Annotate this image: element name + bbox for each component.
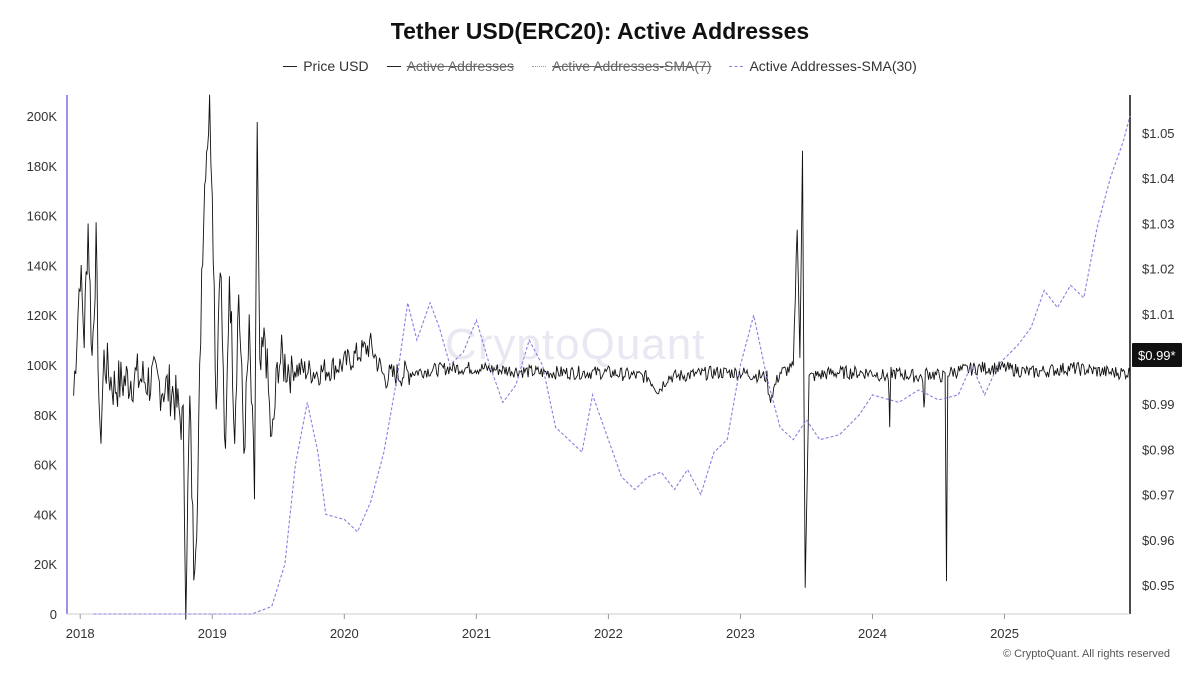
y-right-tick-label: $0.95 <box>1142 578 1175 593</box>
y-left-tick-label: 120K <box>27 308 58 323</box>
legend-swatch-solid <box>386 65 401 67</box>
legend-item-active-addresses[interactable]: Active Addresses <box>386 58 514 74</box>
y-left-tick-label: 20K <box>34 557 57 572</box>
legend-label: Active Addresses-SMA(30) <box>749 58 917 74</box>
y-left-tick-label: 200K <box>27 109 58 124</box>
price-series-line <box>73 94 1131 620</box>
y-left-tick-label: 60K <box>34 458 57 473</box>
y-left-tick-label: 160K <box>27 209 58 224</box>
x-tick-label: 2019 <box>198 626 227 641</box>
legend-swatch-dotted <box>531 65 546 67</box>
copyright-notice: © CryptoQuant. All rights reserved <box>1002 648 1170 660</box>
x-tick-label: 2022 <box>594 626 623 641</box>
legend-swatch-dashed <box>729 65 744 67</box>
x-tick-label: 2024 <box>858 626 887 641</box>
y-right-tick-label: $1.03 <box>1142 216 1175 231</box>
y-right-tick-label: $0.96 <box>1142 533 1175 548</box>
x-tick-label: 2025 <box>990 626 1019 641</box>
y-right-tick-label: $1.04 <box>1142 171 1175 186</box>
legend-item-sma7[interactable]: Active Addresses-SMA(7) <box>531 58 712 74</box>
legend-item-sma30[interactable]: Active Addresses-SMA(30) <box>729 58 917 74</box>
current-price-badge <box>1132 343 1182 367</box>
x-tick-label: 2023 <box>726 626 755 641</box>
legend: Price USD Active Addresses Active Addres… <box>0 58 1200 74</box>
chart-title: Tether USD(ERC20): Active Addresses <box>390 18 810 44</box>
x-tick-label: 2021 <box>462 626 491 641</box>
y-right-tick-label: $1.05 <box>1142 126 1175 141</box>
y-right-tick-label: $1.01 <box>1142 307 1175 322</box>
legend-item-price-usd[interactable]: Price USD <box>283 58 369 74</box>
sma30-series-line <box>93 115 1131 615</box>
current-price-label: $0.99* <box>1138 348 1176 363</box>
y-right-tick-label: $0.97 <box>1142 488 1175 503</box>
legend-label: Price USD <box>303 58 369 74</box>
x-tick-label: 2020 <box>330 626 359 641</box>
x-tick-label: 2018 <box>66 626 95 641</box>
y-left-tick-label: 80K <box>34 408 57 423</box>
y-left-tick-label: 0 <box>50 607 57 622</box>
y-left-tick-label: 140K <box>27 258 58 273</box>
legend-label: Active Addresses <box>406 58 514 74</box>
legend-swatch-solid <box>283 65 298 67</box>
y-right-tick-label: $0.99 <box>1142 397 1175 412</box>
y-right-tick-label: $0.98 <box>1142 442 1175 457</box>
y-left-tick-label: 180K <box>27 159 58 174</box>
y-right-tick-label: $1.02 <box>1142 262 1175 277</box>
y-left-tick-label: 40K <box>34 507 57 522</box>
legend-label: Active Addresses-SMA(7) <box>551 58 712 74</box>
y-left-tick-label: 100K <box>27 358 58 373</box>
